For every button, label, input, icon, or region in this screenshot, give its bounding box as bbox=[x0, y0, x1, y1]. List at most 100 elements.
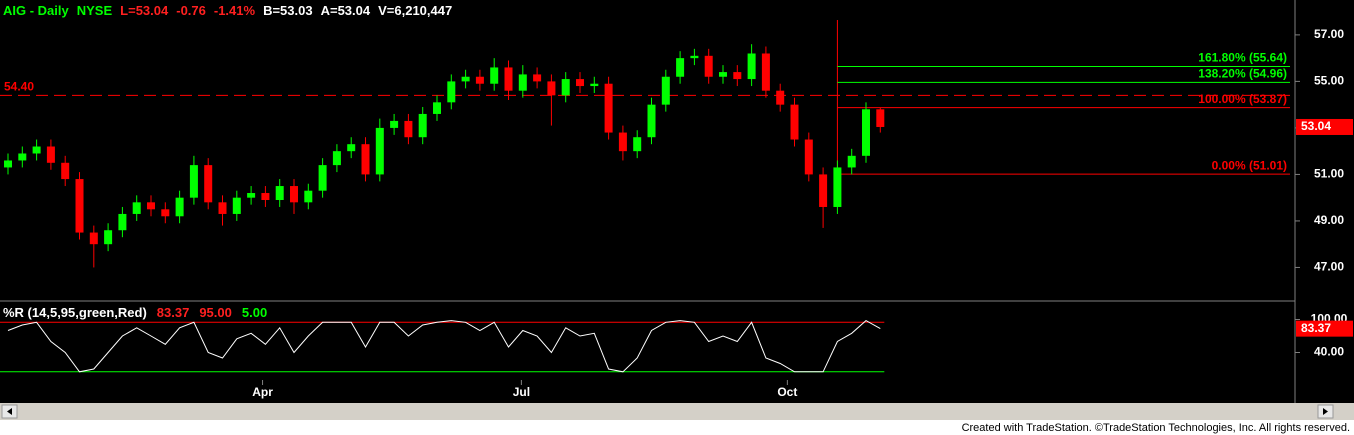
change: -0.76 bbox=[176, 3, 206, 18]
candle-body bbox=[89, 232, 98, 245]
bid: B=53.03 bbox=[263, 3, 313, 18]
last-tag-label: 53.04 bbox=[1301, 119, 1331, 133]
fib-label: 161.80% (55.64) bbox=[1198, 51, 1287, 65]
candle-body bbox=[347, 144, 356, 152]
indicator-line bbox=[7, 319, 881, 373]
candle-body bbox=[404, 120, 413, 138]
candle-body bbox=[118, 213, 127, 231]
y-tick-label: 57.00 bbox=[1314, 27, 1344, 41]
symbol: AIG - Daily bbox=[3, 3, 70, 18]
candle-body bbox=[633, 137, 642, 152]
y-tick-label: 40.00 bbox=[1314, 345, 1344, 359]
last-tag bbox=[1296, 320, 1353, 337]
scrollbar[interactable] bbox=[0, 403, 1354, 420]
footer: Created with TradeStation. ©TradeStation… bbox=[962, 422, 1350, 434]
x-tick-label: Apr bbox=[252, 385, 273, 399]
candle-body bbox=[819, 174, 828, 207]
exchange: NYSE bbox=[77, 3, 113, 18]
candle-body bbox=[747, 53, 756, 80]
candle-body bbox=[332, 151, 341, 166]
candle-body bbox=[46, 146, 55, 163]
candle-body bbox=[4, 160, 13, 168]
header: AIG - Daily NYSE L=53.04 -0.76 -1.41% B=53.03… bbox=[3, 3, 452, 18]
candle-body bbox=[547, 81, 556, 96]
candle-body bbox=[604, 83, 613, 133]
indicator-header: %R (14,5,95,green,Red) 83.37 95.00 5.00 bbox=[3, 305, 267, 320]
candle-body bbox=[475, 76, 484, 84]
candle-body bbox=[247, 193, 256, 198]
y-tick-label: 47.00 bbox=[1314, 260, 1344, 274]
candle-body bbox=[32, 146, 41, 154]
candle-body bbox=[733, 72, 742, 80]
fib-label: 0.00% (51.01) bbox=[1212, 158, 1287, 172]
ask: A=53.04 bbox=[321, 3, 371, 18]
candle-body bbox=[862, 109, 871, 156]
indicator-level: 5.00 bbox=[242, 305, 267, 320]
candle-body bbox=[204, 165, 213, 203]
candle-body bbox=[533, 74, 542, 82]
candle-body bbox=[275, 186, 284, 200]
change-pct: -1.41% bbox=[214, 3, 256, 18]
y-tick-label: 55.00 bbox=[1314, 74, 1344, 88]
candle-body bbox=[590, 83, 599, 87]
footer-bg bbox=[0, 420, 1354, 435]
indicator-value: 83.37 bbox=[157, 305, 190, 320]
candle-body bbox=[804, 139, 813, 175]
candle-body bbox=[418, 113, 427, 138]
x-tick-label: Oct bbox=[777, 385, 797, 399]
fib-label: 138.20% (54.96) bbox=[1198, 66, 1287, 80]
candle-body bbox=[318, 165, 327, 191]
candle-body bbox=[161, 209, 170, 217]
y-tick-label: 51.00 bbox=[1314, 167, 1344, 181]
candle-body bbox=[847, 155, 856, 168]
fib-label: 100.00% (53.87) bbox=[1198, 92, 1287, 106]
candle-body bbox=[790, 104, 799, 140]
candle-body bbox=[361, 144, 370, 175]
candle-body bbox=[776, 90, 785, 105]
candle-body bbox=[290, 186, 299, 203]
candle-body bbox=[704, 55, 713, 77]
candle-body bbox=[647, 104, 656, 138]
candle-body bbox=[218, 202, 227, 214]
candle-body bbox=[189, 165, 198, 198]
candle-body bbox=[390, 120, 399, 128]
candle-body bbox=[833, 167, 842, 207]
candle-body bbox=[18, 153, 27, 161]
reference-label: 54.40 bbox=[4, 80, 34, 94]
last-tag bbox=[1296, 118, 1353, 135]
candle-body bbox=[447, 81, 456, 103]
indicator-level: 95.00 bbox=[199, 305, 232, 320]
candle-body bbox=[676, 58, 685, 77]
candle-body bbox=[490, 67, 499, 84]
candle-body bbox=[576, 79, 585, 87]
candle-body bbox=[661, 76, 670, 105]
candle-body bbox=[132, 202, 141, 214]
candle-body bbox=[761, 53, 770, 91]
indicator-title: %R (14,5,95,green,Red) bbox=[3, 305, 147, 320]
candle-body bbox=[433, 102, 442, 114]
candle-body bbox=[75, 179, 84, 233]
x-tick-label: Jul bbox=[513, 385, 530, 399]
candle-body bbox=[461, 76, 470, 82]
arrow bbox=[7, 408, 12, 415]
candle-body bbox=[504, 67, 513, 91]
candle-body bbox=[876, 109, 885, 127]
candle-body bbox=[232, 197, 241, 214]
candle-body bbox=[719, 72, 728, 77]
candle-body bbox=[304, 190, 313, 203]
candle-body bbox=[147, 202, 156, 210]
candle-body bbox=[61, 162, 70, 180]
volume: V=6,210,447 bbox=[378, 3, 452, 18]
candle-body bbox=[375, 127, 384, 175]
candle-body bbox=[518, 74, 527, 91]
candle-body bbox=[261, 193, 270, 200]
candle-body bbox=[104, 230, 113, 245]
candle-body bbox=[561, 79, 570, 96]
candle-body bbox=[618, 132, 627, 152]
arrow bbox=[1323, 408, 1328, 415]
last: L=53.04 bbox=[120, 3, 169, 18]
candle-body bbox=[690, 55, 699, 59]
y-tick-label: 49.00 bbox=[1314, 213, 1344, 227]
